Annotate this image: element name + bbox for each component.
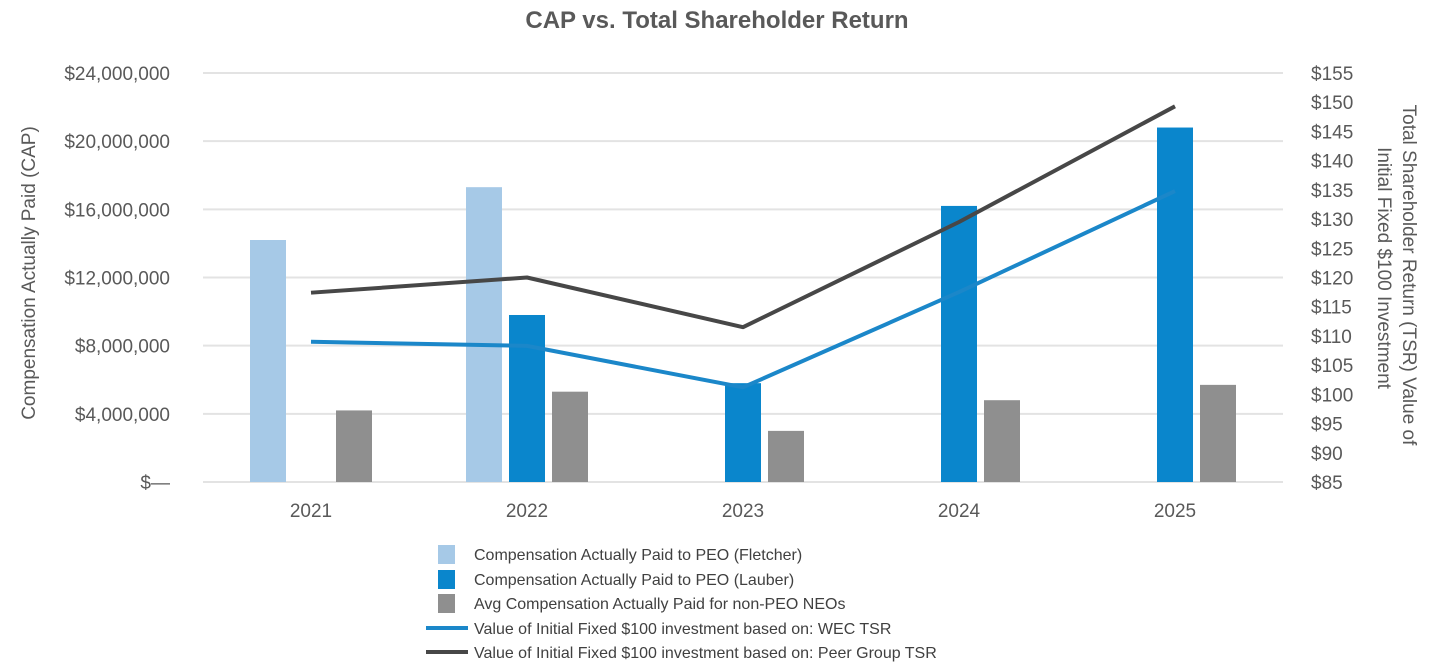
y-right-tick-label: $150 <box>1311 93 1353 114</box>
bars <box>250 127 1236 483</box>
y-left-tick-label: $4,000,000 <box>75 405 170 426</box>
y-left-tick-label: $24,000,000 <box>64 64 170 85</box>
y-right-tick-label: $115 <box>1311 298 1352 319</box>
y-left-tick-label: $8,000,000 <box>75 337 170 358</box>
y-right-tick-label: $155 <box>1311 64 1353 85</box>
chart-title: CAP vs. Total Shareholder Return <box>525 7 908 34</box>
x-tick-label: 2024 <box>938 501 981 522</box>
legend-swatch <box>438 570 455 589</box>
y-axis-right-label-line1: Total Shareholder Return (TSR) Value of <box>1398 105 1419 446</box>
bar <box>768 430 804 482</box>
bar <box>466 187 502 482</box>
bar <box>984 400 1020 482</box>
legend-label: Value of Initial Fixed $100 investment b… <box>474 621 891 638</box>
x-tick-label: 2022 <box>506 501 548 522</box>
bar <box>1157 127 1193 483</box>
x-axis: 2021 2022 2023 2024 2025 <box>290 501 1196 522</box>
x-tick-label: 2021 <box>290 501 332 522</box>
bar <box>1200 384 1236 482</box>
bar <box>725 383 761 482</box>
lines <box>310 104 1176 390</box>
y-right-tick-label: $90 <box>1311 444 1343 465</box>
bar <box>336 410 372 482</box>
legend-label: Compensation Actually Paid to PEO (Laube… <box>474 572 794 589</box>
y-right-tick-label: $130 <box>1311 210 1353 231</box>
y-right-tick-label: $105 <box>1311 356 1353 377</box>
x-tick-label: 2023 <box>722 501 764 522</box>
legend: Compensation Actually Paid to PEO (Fletc… <box>426 545 937 662</box>
right-axis: $85 $90 $95 $100 $105 $110 $115 $120 $125 $130 $13… <box>1311 64 1353 494</box>
y-left-tick-label: $— <box>140 473 170 494</box>
y-right-tick-label: $95 <box>1311 415 1343 436</box>
y-left-tick-label: $12,000,000 <box>64 269 170 290</box>
bar <box>552 391 588 482</box>
legend-label: Avg Compensation Actually Paid for non-P… <box>474 596 845 613</box>
y-right-tick-label: $140 <box>1311 152 1353 173</box>
legend-label: Compensation Actually Paid to PEO (Fletc… <box>474 547 802 564</box>
gridlines <box>203 72 1283 483</box>
y-right-tick-label: $145 <box>1311 122 1353 143</box>
legend-swatch <box>438 594 455 613</box>
peer-tsr-line <box>310 104 1176 330</box>
y-right-tick-label: $120 <box>1311 269 1353 290</box>
legend-label: Value of Initial Fixed $100 investment b… <box>474 645 937 662</box>
y-left-tick-label: $20,000,000 <box>64 132 170 153</box>
left-axis: $— $4,000,000 $8,000,000 $12,000,000 $16,000… <box>64 64 170 494</box>
bar <box>509 314 545 482</box>
y-right-tick-label: $100 <box>1311 385 1353 406</box>
bar <box>250 240 286 482</box>
x-tick-label: 2025 <box>1154 501 1196 522</box>
y-right-tick-label: $110 <box>1311 327 1352 348</box>
y-left-tick-label: $16,000,000 <box>64 200 170 221</box>
y-right-tick-label: $125 <box>1311 239 1353 260</box>
legend-swatch <box>438 545 455 564</box>
y-right-tick-label: $135 <box>1311 181 1353 202</box>
y-right-tick-label: $85 <box>1311 473 1343 494</box>
bar <box>941 205 977 483</box>
wec-tsr-line <box>310 189 1176 390</box>
y-axis-left-label: Compensation Actually Paid (CAP) <box>19 126 40 420</box>
y-axis-right-label-line2: Initial Fixed $100 Investment <box>1373 147 1394 390</box>
